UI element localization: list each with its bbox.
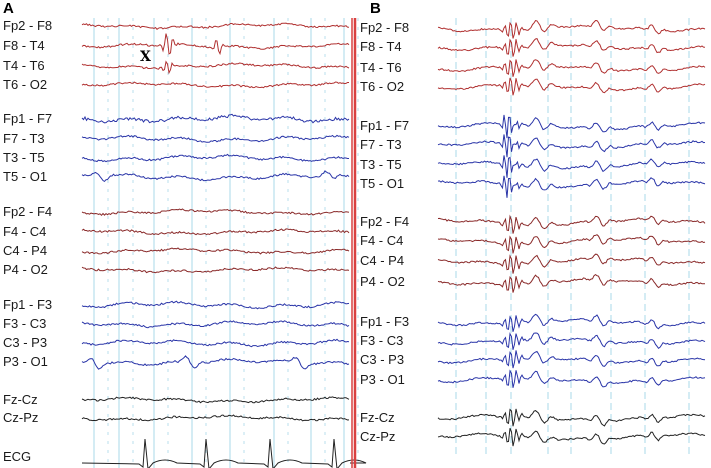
- trace-fp1-f7: [81, 113, 350, 124]
- channel-label-f4-c4: F4 - C4: [360, 233, 403, 248]
- channel-label-fz-cz: Fz-Cz: [3, 392, 38, 407]
- trace-fp2-f8: [437, 19, 706, 39]
- channel-label-c3-p3: C3 - P3: [3, 335, 47, 350]
- trace-c3-p3: [437, 350, 706, 369]
- trace-cz-pz: [437, 428, 706, 447]
- channel-label-f3-c3: F3 - C3: [3, 316, 46, 331]
- panel-separator: [351, 18, 357, 468]
- trace-f8-t4: [81, 33, 350, 56]
- channel-label-c4-p4: C4 - P4: [3, 243, 47, 258]
- panel-b-traces: [437, 19, 706, 447]
- trace-fp2-f8: [81, 22, 350, 30]
- trace-f7-t3: [81, 134, 350, 143]
- trace-p3-o1: [81, 355, 350, 370]
- panel-a-channel-labels: Fp2 - F8 F8 - T4 T4 - T6 T6 - O2 Fp1 - F7 F7 …: [3, 18, 52, 464]
- panel-a-letter: A: [3, 0, 14, 17]
- channel-label-cz-pz: Cz-Pz: [360, 429, 395, 444]
- trace-c4-p4: [81, 247, 350, 255]
- trace-f4-c4: [81, 228, 350, 236]
- channel-label-p3-o1: P3 - O1: [3, 354, 48, 369]
- channel-label-fp1-f7: Fp1 - F7: [3, 111, 52, 126]
- trace-t3-t5: [437, 155, 706, 178]
- channel-label-f4-c4: F4 - C4: [3, 224, 46, 239]
- channel-label-f7-t3: F7 - T3: [3, 131, 45, 146]
- trace-t5-o1: [437, 175, 706, 198]
- channel-label-fp1-f3: Fp1 - F3: [360, 314, 409, 329]
- trace-ecg: [81, 438, 367, 468]
- trace-p4-o2: [437, 273, 705, 293]
- channel-label-c3-p3: C3 - P3: [360, 352, 404, 367]
- channel-label-f7-t3: F7 - T3: [360, 137, 402, 152]
- channel-label-t6-o2: T6 - O2: [360, 79, 404, 94]
- panel-a-marker-x: X: [140, 49, 151, 65]
- channel-label-t5-o1: T5 - O1: [3, 169, 47, 184]
- trace-t4-t6: [437, 59, 706, 77]
- channel-label-t3-t5: T3 - T5: [3, 150, 45, 165]
- channel-label-f8-t4: F8 - T4: [3, 38, 45, 53]
- trace-fp2-f4: [437, 214, 706, 234]
- channel-label-fp2-f4: Fp2 - F4: [3, 204, 52, 219]
- panel-b: Fp2 - F8 F8 - T4 T4 - T6 T6 - O2 Fp1 - F7 F7 …: [360, 0, 706, 455]
- channel-label-ecg: ECG: [3, 449, 31, 464]
- trace-f3-c3: [81, 320, 350, 329]
- panel-b-letter: B: [370, 0, 381, 17]
- trace-fp2-f4: [81, 208, 350, 217]
- trace-cz-pz: [81, 414, 350, 422]
- channel-label-fp2-f8: Fp2 - F8: [360, 20, 409, 35]
- trace-p4-o2: [81, 266, 350, 274]
- trace-c3-p3: [81, 338, 350, 348]
- channel-label-c4-p4: C4 - P4: [360, 253, 404, 268]
- channel-label-fp2-f8: Fp2 - F8: [3, 18, 52, 33]
- channel-label-t6-o2: T6 - O2: [3, 77, 47, 92]
- panel-b-channel-labels: Fp2 - F8 F8 - T4 T4 - T6 T6 - O2 Fp1 - F7 F7 …: [360, 20, 409, 444]
- trace-t5-o1: [81, 170, 350, 183]
- channel-label-t3-t5: T3 - T5: [360, 157, 402, 172]
- trace-t6-o2: [81, 81, 349, 89]
- trace-f8-t4: [437, 38, 706, 57]
- trace-fz-cz: [437, 408, 706, 427]
- channel-label-p4-o2: P4 - O2: [3, 262, 48, 277]
- channel-label-p4-o2: P4 - O2: [360, 274, 405, 289]
- trace-p3-o1: [437, 369, 706, 388]
- trace-t6-o2: [437, 77, 706, 96]
- trace-t4-t6: [81, 60, 350, 75]
- trace-f4-c4: [437, 234, 706, 254]
- trace-fp1-f3: [81, 300, 350, 310]
- panel-a-traces: [81, 22, 367, 468]
- panel-a: Fp2 - F8 F8 - T4 T4 - T6 T6 - O2 Fp1 - F7 F7 …: [3, 0, 367, 468]
- channel-label-fp2-f4: Fp2 - F4: [360, 214, 409, 229]
- trace-f7-t3: [437, 134, 706, 158]
- trace-t3-t5: [81, 153, 349, 163]
- trace-fp1-f7: [437, 114, 706, 139]
- channel-label-p3-o1: P3 - O1: [360, 372, 405, 387]
- channel-label-t4-t6: T4 - T6: [360, 60, 402, 75]
- channel-label-t5-o1: T5 - O1: [360, 176, 404, 191]
- panel-b-gridlines: [455, 18, 690, 455]
- channel-label-f3-c3: F3 - C3: [360, 333, 403, 348]
- panel-a-gridlines: [93, 18, 359, 468]
- channel-label-fp1-f3: Fp1 - F3: [3, 297, 52, 312]
- channel-label-t4-t6: T4 - T6: [3, 58, 45, 73]
- trace-c4-p4: [437, 253, 706, 274]
- channel-label-fz-cz: Fz-Cz: [360, 410, 395, 425]
- channel-label-fp1-f7: Fp1 - F7: [360, 118, 409, 133]
- channel-label-cz-pz: Cz-Pz: [3, 410, 38, 425]
- trace-f3-c3: [437, 332, 706, 350]
- trace-fp1-f3: [437, 313, 706, 332]
- trace-fz-cz: [81, 396, 350, 404]
- channel-label-f8-t4: F8 - T4: [360, 39, 402, 54]
